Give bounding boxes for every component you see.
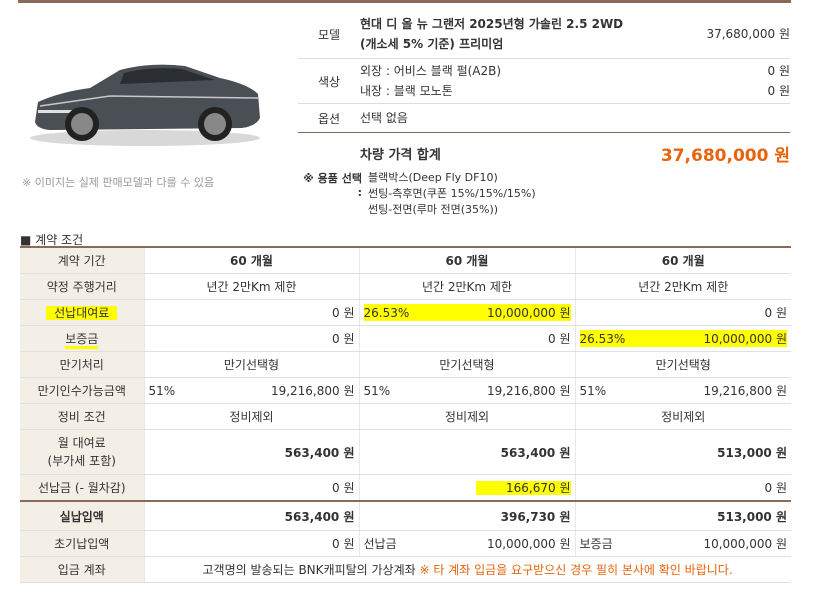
table-row: 약정 주행거리 년간 2만Km 제한 년간 2만Km 제한 년간 2만Km 제한 bbox=[20, 273, 791, 300]
model-name: 현대 디 올 뉴 그랜저 2025년형 가솔린 2.5 2WD (개소세 5% … bbox=[360, 10, 650, 59]
residual-pct: 51% bbox=[148, 383, 176, 398]
table-row: 만기처리 만기선택형 만기선택형 만기선택형 bbox=[20, 351, 791, 378]
mileage-value: 년간 2만Km 제한 bbox=[575, 273, 791, 300]
prepaid-deduction: 0 원 bbox=[144, 474, 360, 502]
deposit-amount: 0 원 bbox=[548, 332, 571, 346]
model-label: 모델 bbox=[298, 10, 360, 59]
table-row: 만기인수가능금액 51% 19,216,800 원 51% 19,216,800 원… bbox=[20, 377, 791, 404]
maturity-value: 만기선택형 bbox=[575, 351, 791, 378]
table-row: 입금 계좌 고객명의 발송되는 BNK캐피탈의 가상계좌 ※ 타 계좌 입금을 … bbox=[20, 556, 791, 583]
mileage-value: 년간 2만Km 제한 bbox=[359, 273, 576, 300]
contract-terms-table: 계약 기간 60 개월 60 개월 60 개월 약정 주행거리 년간 2만Km … bbox=[20, 246, 791, 583]
vehicle-spec-table: 모델 현대 디 올 뉴 그랜저 2025년형 가솔린 2.5 2WD (개소세 … bbox=[298, 10, 790, 173]
model-price: 37,680,000 원 bbox=[650, 10, 790, 59]
table-row: 초기납입액 0 원 선납금 10,000,000 원 보증금 10,000,000 … bbox=[20, 530, 791, 557]
initial-amount: 10,000,000 원 bbox=[703, 537, 787, 551]
monthly-fee-sublabel: (부가세 포함) bbox=[47, 454, 116, 468]
maintenance-value: 정비제외 bbox=[144, 403, 360, 430]
account-warning: ※ 타 계좌 입금을 요구받으신 경우 필히 본사에 확인 바랍니다. bbox=[419, 563, 733, 577]
actual-payment: 396,730 원 bbox=[359, 501, 576, 531]
prepay-amount: 0 원 bbox=[332, 306, 355, 320]
option-label: 옵션 bbox=[298, 103, 360, 133]
account-label: 입금 계좌 bbox=[20, 556, 145, 583]
interior-color: 내장 : 블랙 모노톤 bbox=[360, 84, 453, 98]
residual-pct: 51% bbox=[363, 383, 391, 398]
table-row: 보증금 0 원 0 원 26.53% 10,000,000 원 bbox=[20, 325, 791, 352]
residual-pct: 51% bbox=[579, 383, 607, 398]
period-value: 60 개월 bbox=[144, 247, 360, 274]
prepay-amount: 10,000,000 원 bbox=[486, 306, 571, 320]
residual-label: 만기인수가능금액 bbox=[20, 377, 145, 404]
period-value: 60 개월 bbox=[575, 247, 791, 274]
initial-amount: 0 원 bbox=[332, 537, 355, 551]
monthly-fee: 563,400 원 bbox=[144, 429, 360, 475]
deposit-pct: 26.53% bbox=[579, 331, 626, 346]
monthly-fee: 513,000 원 bbox=[575, 429, 791, 475]
period-label: 계약 기간 bbox=[20, 247, 145, 274]
accessory-label: ※ 용품 선택 : bbox=[303, 172, 362, 199]
maturity-label: 만기처리 bbox=[20, 351, 145, 378]
residual-amount: 19,216,800 원 bbox=[270, 384, 355, 398]
monthly-fee-label: 월 대여료 bbox=[57, 436, 106, 450]
accessory-item: 썬팅-측후면(쿠폰 15%/15%/15%) bbox=[368, 187, 536, 200]
initial-payment-label: 초기납입액 bbox=[20, 530, 145, 557]
deposit-amount: 10,000,000 원 bbox=[703, 332, 787, 346]
maturity-value: 만기선택형 bbox=[359, 351, 576, 378]
actual-payment-label: 실납입액 bbox=[20, 501, 145, 531]
mileage-value: 년간 2만Km 제한 bbox=[144, 273, 360, 300]
accessory-item: 썬팅-전면(루마 전면(35%)) bbox=[368, 203, 499, 216]
period-value: 60 개월 bbox=[359, 247, 576, 274]
section-title-contract: ■ 계약 조건 bbox=[20, 233, 84, 247]
prepay-label: 선납대여료 bbox=[46, 306, 118, 320]
initial-kind: 보증금 bbox=[579, 537, 613, 551]
interior-price: 0 원 bbox=[767, 84, 791, 98]
maintenance-value: 정비제외 bbox=[575, 403, 791, 430]
maturity-value: 만기선택형 bbox=[144, 351, 360, 378]
prepaid-deduction-label: 선납금 (- 월차감) bbox=[20, 474, 145, 502]
mileage-label: 약정 주행거리 bbox=[20, 273, 145, 300]
table-row: 선납대여료 0 원 26.53% 10,000,000 원 0 원 bbox=[20, 299, 791, 326]
option-value: 선택 없음 bbox=[360, 103, 650, 133]
total-price: 37,680,000 원 bbox=[660, 145, 790, 166]
deposit-amount: 0 원 bbox=[332, 332, 355, 346]
prepaid-deduction: 166,670 원 bbox=[476, 481, 571, 495]
table-row: 계약 기간 60 개월 60 개월 60 개월 bbox=[20, 247, 791, 274]
exterior-price: 0 원 bbox=[767, 64, 791, 78]
car-image-note: ※ 이미지는 실제 판매모델과 다를 수 있음 bbox=[22, 176, 215, 189]
exterior-color: 외장 : 어비스 블랙 펄(A2B) bbox=[360, 64, 502, 78]
initial-kind: 선납금 bbox=[363, 537, 397, 551]
accessory-item: 블랙박스(Deep Fly DF10) bbox=[368, 171, 498, 184]
monthly-fee: 563,400 원 bbox=[359, 429, 576, 475]
total-price-label: 차량 가격 합계 bbox=[360, 147, 441, 163]
table-row: 정비 조건 정비제외 정비제외 정비제외 bbox=[20, 403, 791, 430]
residual-amount: 19,216,800 원 bbox=[486, 384, 571, 398]
car-image bbox=[30, 64, 260, 146]
prepay-pct: 26.53% bbox=[363, 305, 410, 320]
color-label: 색상 bbox=[298, 58, 360, 104]
initial-amount: 10,000,000 원 bbox=[486, 537, 571, 551]
residual-amount: 19,216,800 원 bbox=[703, 384, 787, 398]
account-text: 고객명의 발송되는 BNK캐피탈의 가상계좌 bbox=[202, 563, 416, 577]
actual-payment: 513,000 원 bbox=[575, 501, 791, 531]
table-row: 실납입액 563,400 원 396,730 원 513,000 원 bbox=[20, 501, 791, 531]
prepay-amount: 0 원 bbox=[764, 306, 788, 320]
deposit-label: 보증금 bbox=[65, 332, 99, 349]
table-row: 월 대여료 (부가세 포함) 563,400 원 563,400 원 513,0… bbox=[20, 429, 791, 475]
table-row: 선납금 (- 월차감) 0 원 166,670 원 0 원 bbox=[20, 474, 791, 502]
maintenance-value: 정비제외 bbox=[359, 403, 576, 430]
maintenance-label: 정비 조건 bbox=[20, 403, 145, 430]
actual-payment: 563,400 원 bbox=[144, 501, 360, 531]
top-divider bbox=[18, 0, 791, 3]
prepaid-deduction: 0 원 bbox=[575, 474, 791, 502]
